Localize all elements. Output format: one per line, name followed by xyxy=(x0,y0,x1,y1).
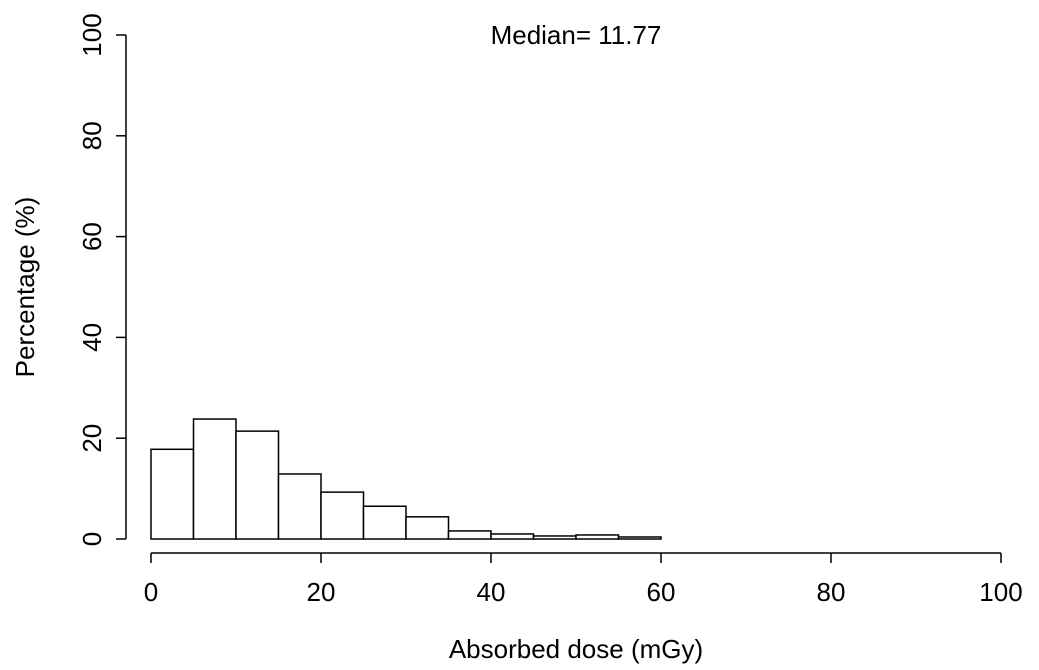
bar xyxy=(320,491,365,540)
bar xyxy=(447,530,492,540)
bar xyxy=(532,535,577,540)
bar xyxy=(277,473,322,540)
bar xyxy=(150,448,195,540)
x-tick-label: 20 xyxy=(307,577,336,607)
y-tick-label: 20 xyxy=(77,424,107,453)
bar xyxy=(235,430,280,540)
y-tick-label: 0 xyxy=(77,532,107,546)
y-axis-label: Percentage (%) xyxy=(10,197,40,378)
x-tick-label: 60 xyxy=(647,577,676,607)
x-tick-label: 0 xyxy=(144,577,158,607)
x-tick-label: 80 xyxy=(817,577,846,607)
y-tick-label: 60 xyxy=(77,222,107,251)
bar xyxy=(575,534,620,540)
y-tick-label: 40 xyxy=(77,323,107,352)
x-tick-label: 100 xyxy=(979,577,1022,607)
y-tick-label: 80 xyxy=(77,121,107,150)
x-tick-label: 40 xyxy=(477,577,506,607)
bar xyxy=(192,418,237,540)
bar xyxy=(405,516,450,540)
x-axis-label: Absorbed dose (mGy) xyxy=(449,634,703,664)
bar xyxy=(362,505,407,540)
y-tick-label: 100 xyxy=(77,13,107,56)
annotation: Median= 11.77 xyxy=(491,20,662,50)
bar xyxy=(490,533,535,540)
bar xyxy=(617,536,662,540)
